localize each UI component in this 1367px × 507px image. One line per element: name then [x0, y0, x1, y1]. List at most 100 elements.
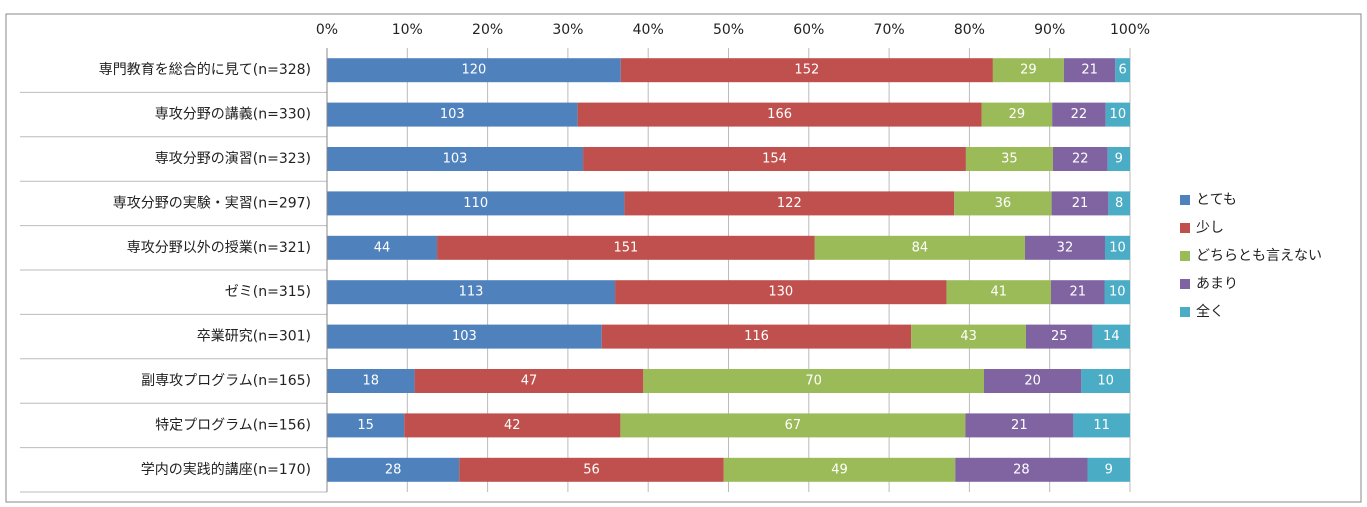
value-label: 113: [459, 285, 484, 300]
bar-segment: [723, 457, 956, 482]
x-tick-label: 40%: [633, 22, 664, 38]
value-label: 116: [744, 329, 769, 344]
bar-segment: [327, 235, 438, 260]
legend-swatch: [1180, 223, 1190, 233]
value-label: 47: [521, 374, 538, 389]
legend-swatch: [1180, 251, 1190, 261]
bar-segment: [437, 235, 815, 260]
bar-segment: [327, 280, 616, 305]
bar-segment: [1092, 324, 1130, 349]
value-label: 10: [1109, 240, 1126, 255]
x-tick-label: 90%: [1034, 22, 1065, 38]
bar-segment: [992, 58, 1064, 83]
bar-segment: [1050, 280, 1105, 305]
bar-segment: [1025, 324, 1093, 349]
value-label: 11: [1093, 418, 1110, 433]
value-label: 41: [990, 285, 1007, 300]
legend-label: とても: [1196, 192, 1237, 208]
bar-segment: [414, 369, 644, 393]
bar-segment: [643, 369, 984, 393]
bar-segment: [1104, 235, 1130, 260]
value-label: 166: [767, 107, 792, 122]
value-label: 25: [1051, 329, 1068, 344]
value-label: 20: [1024, 374, 1041, 389]
bar-segment: [1115, 58, 1130, 83]
legend-swatch: [1180, 279, 1190, 289]
bar-segment: [1107, 147, 1130, 171]
value-label: 35: [1001, 152, 1018, 167]
bar-segment: [577, 102, 982, 127]
value-label: 9: [1115, 152, 1123, 167]
bar-segment: [624, 191, 955, 216]
x-tick-label: 20%: [472, 22, 503, 38]
bar-segment: [615, 280, 947, 305]
value-label: 21: [1081, 63, 1098, 78]
value-label: 43: [960, 329, 977, 344]
value-label: 10: [1097, 374, 1114, 389]
x-tick-label: 100%: [1110, 22, 1150, 38]
x-tick-label: 60%: [793, 22, 824, 38]
bar-segment: [327, 191, 625, 216]
value-label: 103: [443, 152, 468, 167]
value-label: 22: [1072, 152, 1089, 167]
category-label: 卒業研究(n=301): [197, 329, 311, 345]
bar-segment: [327, 324, 602, 349]
legend-swatch: [1180, 195, 1190, 205]
bar-segment: [327, 369, 415, 393]
bar-segment: [327, 457, 460, 482]
bar-segment: [327, 413, 405, 438]
legend-swatch: [1180, 307, 1190, 317]
bar-segment: [1051, 191, 1109, 216]
legend-label: 少し: [1196, 220, 1224, 236]
category-label: 専攻分野以外の授業(n=321): [127, 240, 311, 256]
value-label: 22: [1071, 107, 1088, 122]
value-label: 122: [777, 196, 802, 211]
value-label: 15: [357, 418, 374, 433]
bar-segment: [1052, 147, 1108, 171]
category-label: 専攻分野の実験・実習(n=297): [113, 195, 311, 211]
value-label: 103: [452, 329, 477, 344]
category-label: 副専攻プログラム(n=165): [141, 373, 311, 389]
value-label: 152: [794, 63, 819, 78]
bar-segment: [1073, 413, 1130, 438]
category-label: 学内の実践的講座(n=170): [141, 462, 311, 478]
value-label: 21: [1069, 285, 1086, 300]
bar-segment: [1024, 235, 1105, 260]
value-label: 29: [1009, 107, 1026, 122]
value-label: 130: [768, 285, 793, 300]
bar-segment: [1063, 58, 1116, 83]
bar-segment: [620, 413, 966, 438]
value-label: 28: [385, 462, 402, 477]
bar-segment: [404, 413, 621, 438]
x-tick-label: 70%: [874, 22, 905, 38]
bar-segment: [984, 369, 1082, 393]
bar-segment: [327, 58, 621, 83]
bar-segment: [946, 280, 1051, 305]
category-label: 専門教育を総合的に見て(n=328): [99, 62, 311, 78]
x-tick-label: 10%: [392, 22, 423, 38]
value-label: 18: [363, 374, 380, 389]
bar-segment: [955, 457, 1088, 482]
value-label: 151: [614, 240, 639, 255]
bar-segment: [981, 102, 1053, 127]
value-label: 29: [1020, 63, 1037, 78]
value-label: 32: [1057, 240, 1074, 255]
bar-segment: [814, 235, 1025, 260]
value-label: 120: [461, 63, 486, 78]
bar-segment: [1105, 102, 1130, 127]
legend-label: どちらとも言えない: [1196, 248, 1322, 264]
bar-segment: [327, 147, 584, 171]
category-label: 専攻分野の講義(n=330): [155, 106, 311, 123]
value-label: 21: [1011, 418, 1028, 433]
value-label: 44: [374, 240, 391, 255]
bar-segment: [911, 324, 1026, 349]
value-label: 110: [463, 196, 488, 211]
bar-segment: [954, 191, 1052, 216]
value-label: 36: [995, 196, 1012, 211]
value-label: 28: [1013, 462, 1030, 477]
value-label: 49: [831, 462, 848, 477]
bar-segment: [1104, 280, 1130, 305]
legend-label: あまり: [1196, 276, 1238, 292]
bar-segment: [620, 58, 993, 83]
